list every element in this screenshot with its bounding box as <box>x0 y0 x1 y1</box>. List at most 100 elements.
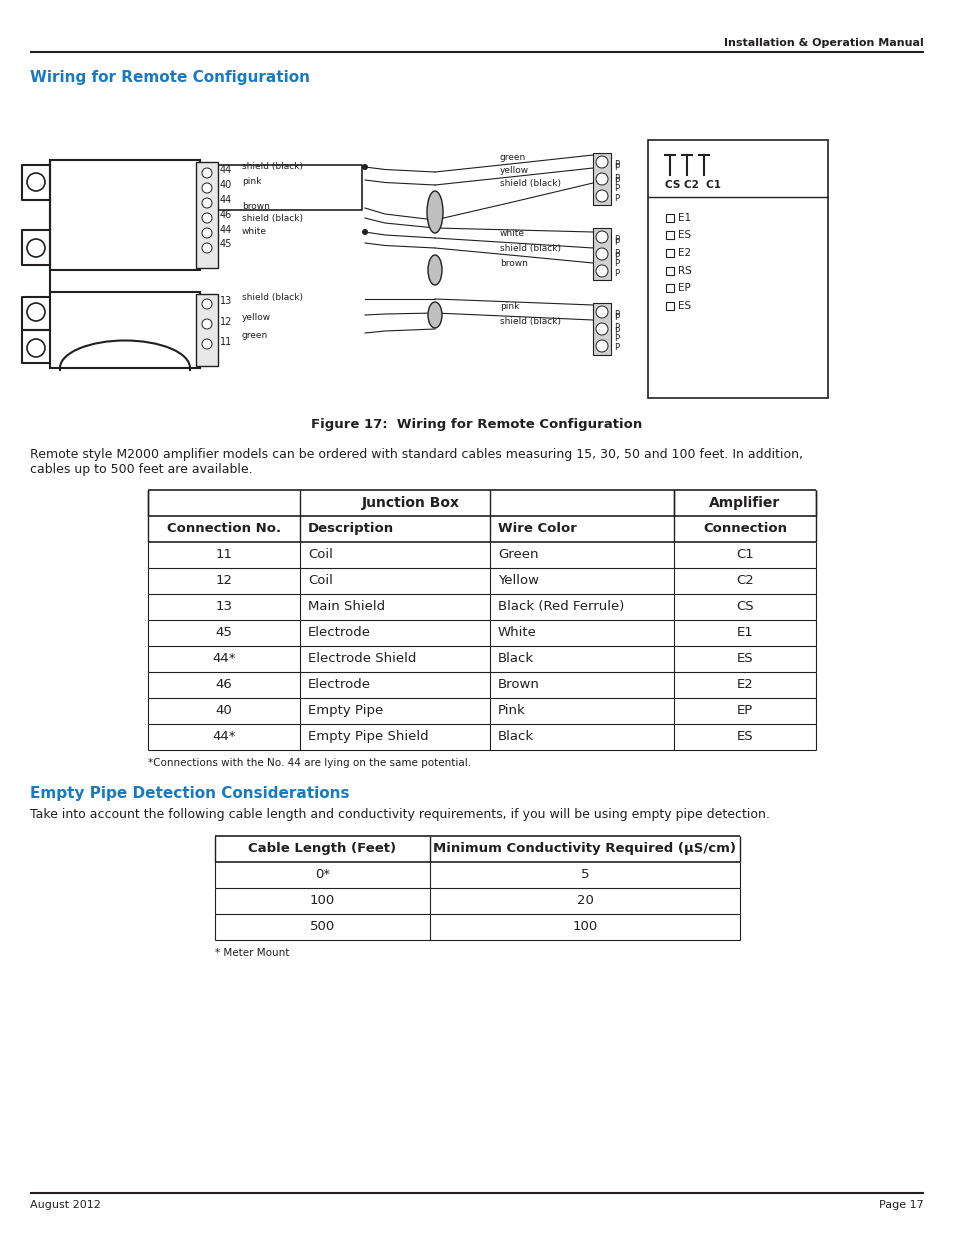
Bar <box>593 303 610 354</box>
Circle shape <box>596 266 607 277</box>
Circle shape <box>202 319 212 329</box>
Text: 46: 46 <box>220 210 232 220</box>
Circle shape <box>596 190 607 203</box>
Text: CS: CS <box>736 600 753 613</box>
Text: ES: ES <box>736 652 753 664</box>
Text: brown: brown <box>242 203 270 211</box>
Bar <box>665 214 673 222</box>
Text: RS: RS <box>678 266 691 275</box>
Text: 46: 46 <box>215 678 233 692</box>
Bar <box>195 294 218 366</box>
Text: 11: 11 <box>215 548 233 561</box>
Text: ES: ES <box>678 301 690 311</box>
Text: ES: ES <box>736 730 753 743</box>
Text: P: P <box>614 159 618 168</box>
Text: 100: 100 <box>572 920 597 932</box>
Text: shield (black): shield (black) <box>499 317 560 326</box>
Bar <box>50 291 200 368</box>
Circle shape <box>596 340 607 352</box>
Circle shape <box>202 228 212 238</box>
Bar <box>647 140 827 398</box>
Text: P: P <box>614 177 618 185</box>
Text: *Connections with the No. 44 are lying on the same potential.: *Connections with the No. 44 are lying o… <box>148 758 471 768</box>
Text: Yellow: Yellow <box>497 574 538 587</box>
Text: ES: ES <box>678 230 690 240</box>
Text: Description: Description <box>308 522 394 535</box>
Circle shape <box>27 338 45 357</box>
Text: P: P <box>614 326 618 336</box>
Text: 5: 5 <box>580 868 589 881</box>
Ellipse shape <box>428 303 441 329</box>
Text: Junction Box: Junction Box <box>361 496 459 510</box>
Text: 11: 11 <box>220 337 232 347</box>
Text: Empty Pipe Shield: Empty Pipe Shield <box>308 730 428 743</box>
Text: Black: Black <box>497 652 534 664</box>
Text: August 2012: August 2012 <box>30 1200 101 1210</box>
Text: yellow: yellow <box>242 312 271 322</box>
Text: Black: Black <box>497 730 534 743</box>
Text: 13: 13 <box>220 296 232 306</box>
Text: white: white <box>242 227 267 236</box>
Text: Coil: Coil <box>308 548 333 561</box>
Text: green: green <box>242 331 268 340</box>
Text: 0*: 0* <box>314 868 330 881</box>
Text: pink: pink <box>242 177 261 186</box>
Text: Electrode: Electrode <box>308 678 371 692</box>
Text: Cable Length (Feet): Cable Length (Feet) <box>248 842 396 855</box>
Text: P: P <box>614 268 618 278</box>
Text: Amplifier: Amplifier <box>709 496 780 510</box>
Circle shape <box>202 198 212 207</box>
Circle shape <box>596 156 607 168</box>
Text: P: P <box>614 252 618 261</box>
Text: 44: 44 <box>220 165 232 175</box>
Bar <box>665 267 673 275</box>
Text: C2: C2 <box>736 574 753 587</box>
Text: 40: 40 <box>215 704 233 718</box>
Text: EP: EP <box>736 704 752 718</box>
Bar <box>50 161 200 270</box>
Text: 20: 20 <box>576 894 593 906</box>
Text: 100: 100 <box>310 894 335 906</box>
Circle shape <box>27 240 45 257</box>
Text: Installation & Operation Manual: Installation & Operation Manual <box>723 38 923 48</box>
Text: Wire Color: Wire Color <box>497 522 577 535</box>
Text: shield (black): shield (black) <box>242 293 303 303</box>
Text: 45: 45 <box>220 240 233 249</box>
Text: E2: E2 <box>736 678 753 692</box>
Circle shape <box>202 212 212 224</box>
Text: E1: E1 <box>736 626 753 638</box>
Text: brown: brown <box>499 259 527 268</box>
Circle shape <box>361 228 368 235</box>
Text: 44: 44 <box>220 195 232 205</box>
Text: Empty Pipe Detection Considerations: Empty Pipe Detection Considerations <box>30 785 349 802</box>
Text: shield (black): shield (black) <box>242 162 303 170</box>
Text: yellow: yellow <box>499 165 529 175</box>
Text: pink: pink <box>499 303 518 311</box>
Text: EP: EP <box>678 283 690 293</box>
Bar <box>665 303 673 310</box>
Text: 44*: 44* <box>212 652 235 664</box>
Circle shape <box>596 306 607 317</box>
Text: CS C2  C1: CS C2 C1 <box>664 180 720 190</box>
Text: 44*: 44* <box>212 730 235 743</box>
Text: Take into account the following cable length and conductivity requirements, if y: Take into account the following cable le… <box>30 808 769 821</box>
Bar <box>665 249 673 257</box>
Text: 12: 12 <box>215 574 233 587</box>
Text: Electrode Shield: Electrode Shield <box>308 652 416 664</box>
Text: P: P <box>614 235 618 243</box>
Text: Black (Red Ferrule): Black (Red Ferrule) <box>497 600 623 613</box>
Text: 13: 13 <box>215 600 233 613</box>
Text: Page 17: Page 17 <box>879 1200 923 1210</box>
Circle shape <box>596 324 607 335</box>
Text: Brown: Brown <box>497 678 539 692</box>
Ellipse shape <box>427 191 442 233</box>
Text: P: P <box>614 310 618 319</box>
Text: E1: E1 <box>678 212 690 224</box>
Text: Main Shield: Main Shield <box>308 600 385 613</box>
Text: shield (black): shield (black) <box>499 245 560 253</box>
Text: Green: Green <box>497 548 537 561</box>
Text: shield (black): shield (black) <box>499 179 560 188</box>
Text: Connection No.: Connection No. <box>167 522 281 535</box>
Text: Minimum Conductivity Required (μS/cm): Minimum Conductivity Required (μS/cm) <box>433 842 736 855</box>
Text: Figure 17:  Wiring for Remote Configuration: Figure 17: Wiring for Remote Configurati… <box>311 417 642 431</box>
